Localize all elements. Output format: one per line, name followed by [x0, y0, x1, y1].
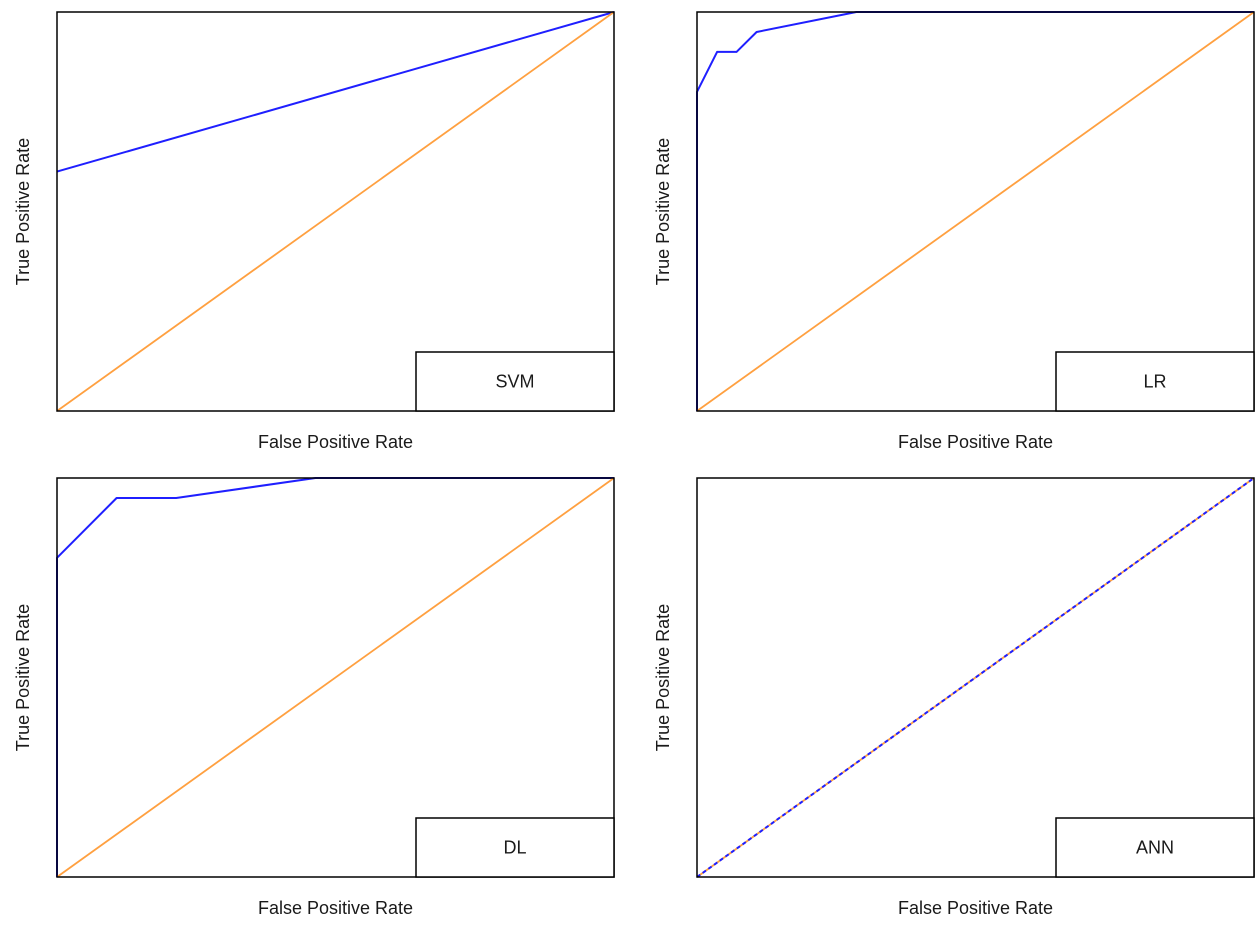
plot-frame — [696, 11, 1255, 412]
x-axis-label: False Positive Rate — [258, 898, 413, 918]
roc-chart-svm: SVM False Positive Rate True Positive Ra… — [0, 0, 640, 466]
roc-chart-lr: LR False Positive Rate True Positive Rat… — [640, 0, 1255, 466]
legend-box: SVM — [415, 351, 615, 412]
roc-curve-line — [56, 11, 615, 173]
plot-marks — [56, 477, 615, 878]
roc-curve-line — [696, 477, 1255, 878]
plot-marks — [696, 477, 1255, 878]
chart-svg: DL False Positive Rate True Positive Rat… — [13, 477, 615, 918]
y-axis-label: True Positive Rate — [653, 138, 673, 285]
x-axis-label: False Positive Rate — [898, 432, 1053, 452]
roc-chart-dl: DL False Positive Rate True Positive Rat… — [0, 466, 640, 932]
legend-frame — [415, 351, 615, 412]
chart-svg: SVM False Positive Rate True Positive Ra… — [13, 11, 615, 452]
legend-box: ANN — [1055, 817, 1255, 878]
roc-chart-ann: ANN False Positive Rate True Positive Ra… — [640, 466, 1255, 932]
legend-label: SVM — [495, 371, 534, 391]
legend-box: DL — [415, 817, 615, 878]
legend-label: ANN — [1136, 837, 1174, 857]
legend-frame — [1055, 817, 1255, 878]
legend-label: DL — [503, 837, 526, 857]
x-axis-label: False Positive Rate — [258, 432, 413, 452]
legend-label: LR — [1143, 371, 1166, 391]
chance-diagonal-line — [56, 11, 615, 412]
plot-marks — [56, 11, 615, 412]
chart-svg: ANN False Positive Rate True Positive Ra… — [653, 477, 1255, 918]
y-axis-label: True Positive Rate — [653, 604, 673, 751]
plot-frame — [56, 477, 615, 878]
plot-frame — [696, 477, 1255, 878]
legend-box: LR — [1055, 351, 1255, 412]
y-axis-label: True Positive Rate — [13, 604, 33, 751]
legend-frame — [415, 817, 615, 878]
chance-diagonal-line — [56, 477, 615, 878]
plot-frame — [56, 11, 615, 412]
legend-frame — [1055, 351, 1255, 412]
plot-marks — [696, 11, 1255, 412]
chance-diagonal-line — [696, 11, 1255, 412]
x-axis-label: False Positive Rate — [898, 898, 1053, 918]
chart-svg: LR False Positive Rate True Positive Rat… — [653, 11, 1255, 452]
y-axis-label: True Positive Rate — [13, 138, 33, 285]
